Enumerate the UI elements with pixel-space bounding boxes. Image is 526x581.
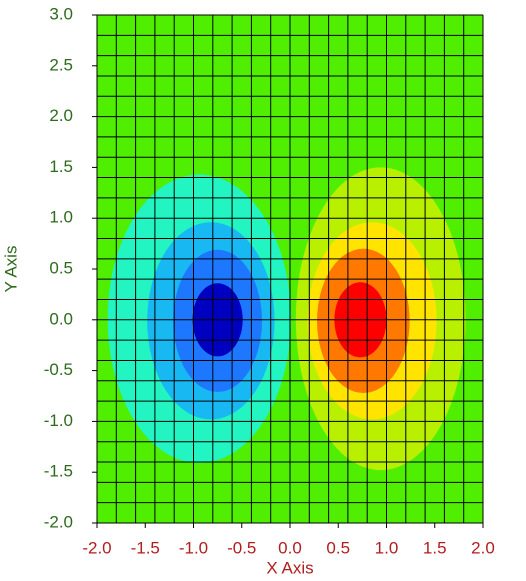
x-tick-label: -1.5 [131,538,160,557]
y-tick-label: 2.0 [49,106,73,125]
y-tick-label: -2.0 [44,512,73,531]
x-tick-label: -0.5 [227,538,256,557]
y-tick-label: 1.0 [49,208,73,227]
y-axis-title: Y Axis [1,246,20,293]
x-tick-label: -2.0 [82,538,111,557]
y-tick-label: -1.5 [44,462,73,481]
y-tick-label: 2.5 [49,55,73,74]
x-tick-label: -1.0 [179,538,208,557]
x-tick-label: 1.0 [375,538,399,557]
y-tick-label: 0.0 [49,309,73,328]
y-tick-label: -0.5 [44,360,73,379]
y-tick-label: 0.5 [49,258,73,277]
x-tick-label: 0.5 [326,538,350,557]
x-tick-label: 1.5 [423,538,447,557]
x-axis-title: X Axis [266,558,313,577]
y-tick-label: 1.5 [49,157,73,176]
x-tick-label: 0.0 [278,538,302,557]
y-tick-label: 3.0 [49,4,73,23]
x-tick-label: 2.0 [471,538,495,557]
y-tick-label: -1.0 [44,411,73,430]
